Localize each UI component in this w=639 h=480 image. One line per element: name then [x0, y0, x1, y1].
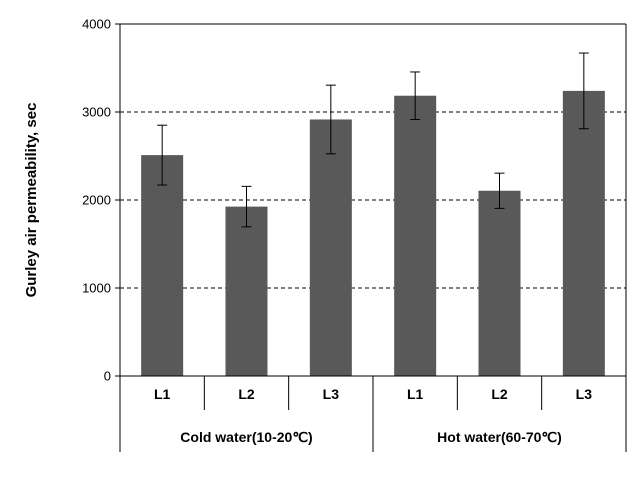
y-tick-label: 0 — [104, 369, 111, 384]
x-group-label: Cold water(10-20℃) — [180, 429, 312, 445]
bars — [141, 90, 605, 376]
x-category-label: L1 — [154, 386, 171, 402]
y-tick-label: 1000 — [82, 281, 111, 296]
x-category-label: L3 — [576, 386, 593, 402]
gridlines — [120, 23, 626, 289]
x-group-label: Hot water(60-70℃) — [437, 429, 562, 445]
y-tick-label: 3000 — [82, 105, 111, 120]
bar — [309, 119, 352, 376]
x-group-labels: Cold water(10-20℃) Hot water(60-70℃) — [180, 429, 562, 445]
x-category-label: L2 — [491, 386, 508, 402]
bar — [562, 90, 605, 376]
x-category-label: L3 — [323, 386, 340, 402]
bar — [141, 155, 184, 376]
x-category-labels: L1 L2 L3 L1 L2 L3 — [154, 386, 592, 402]
x-category-label: L1 — [407, 386, 424, 402]
y-tick-labels: 0 1000 2000 3000 4000 — [82, 17, 111, 384]
bar — [394, 95, 437, 376]
y-axis-title: Gurley air permeability, sec — [23, 103, 40, 298]
y-tick-label: 2000 — [82, 193, 111, 208]
x-category-label: L2 — [238, 386, 255, 402]
bar — [225, 206, 268, 376]
axes — [115, 23, 627, 452]
y-tick-label: 4000 — [82, 17, 111, 32]
error-bars — [157, 52, 589, 228]
bar — [478, 190, 521, 376]
